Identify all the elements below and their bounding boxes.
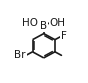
- Text: Br: Br: [14, 50, 26, 61]
- Text: B: B: [40, 21, 47, 31]
- Text: OH: OH: [50, 18, 66, 28]
- Text: HO: HO: [22, 18, 38, 28]
- Text: F: F: [61, 31, 67, 41]
